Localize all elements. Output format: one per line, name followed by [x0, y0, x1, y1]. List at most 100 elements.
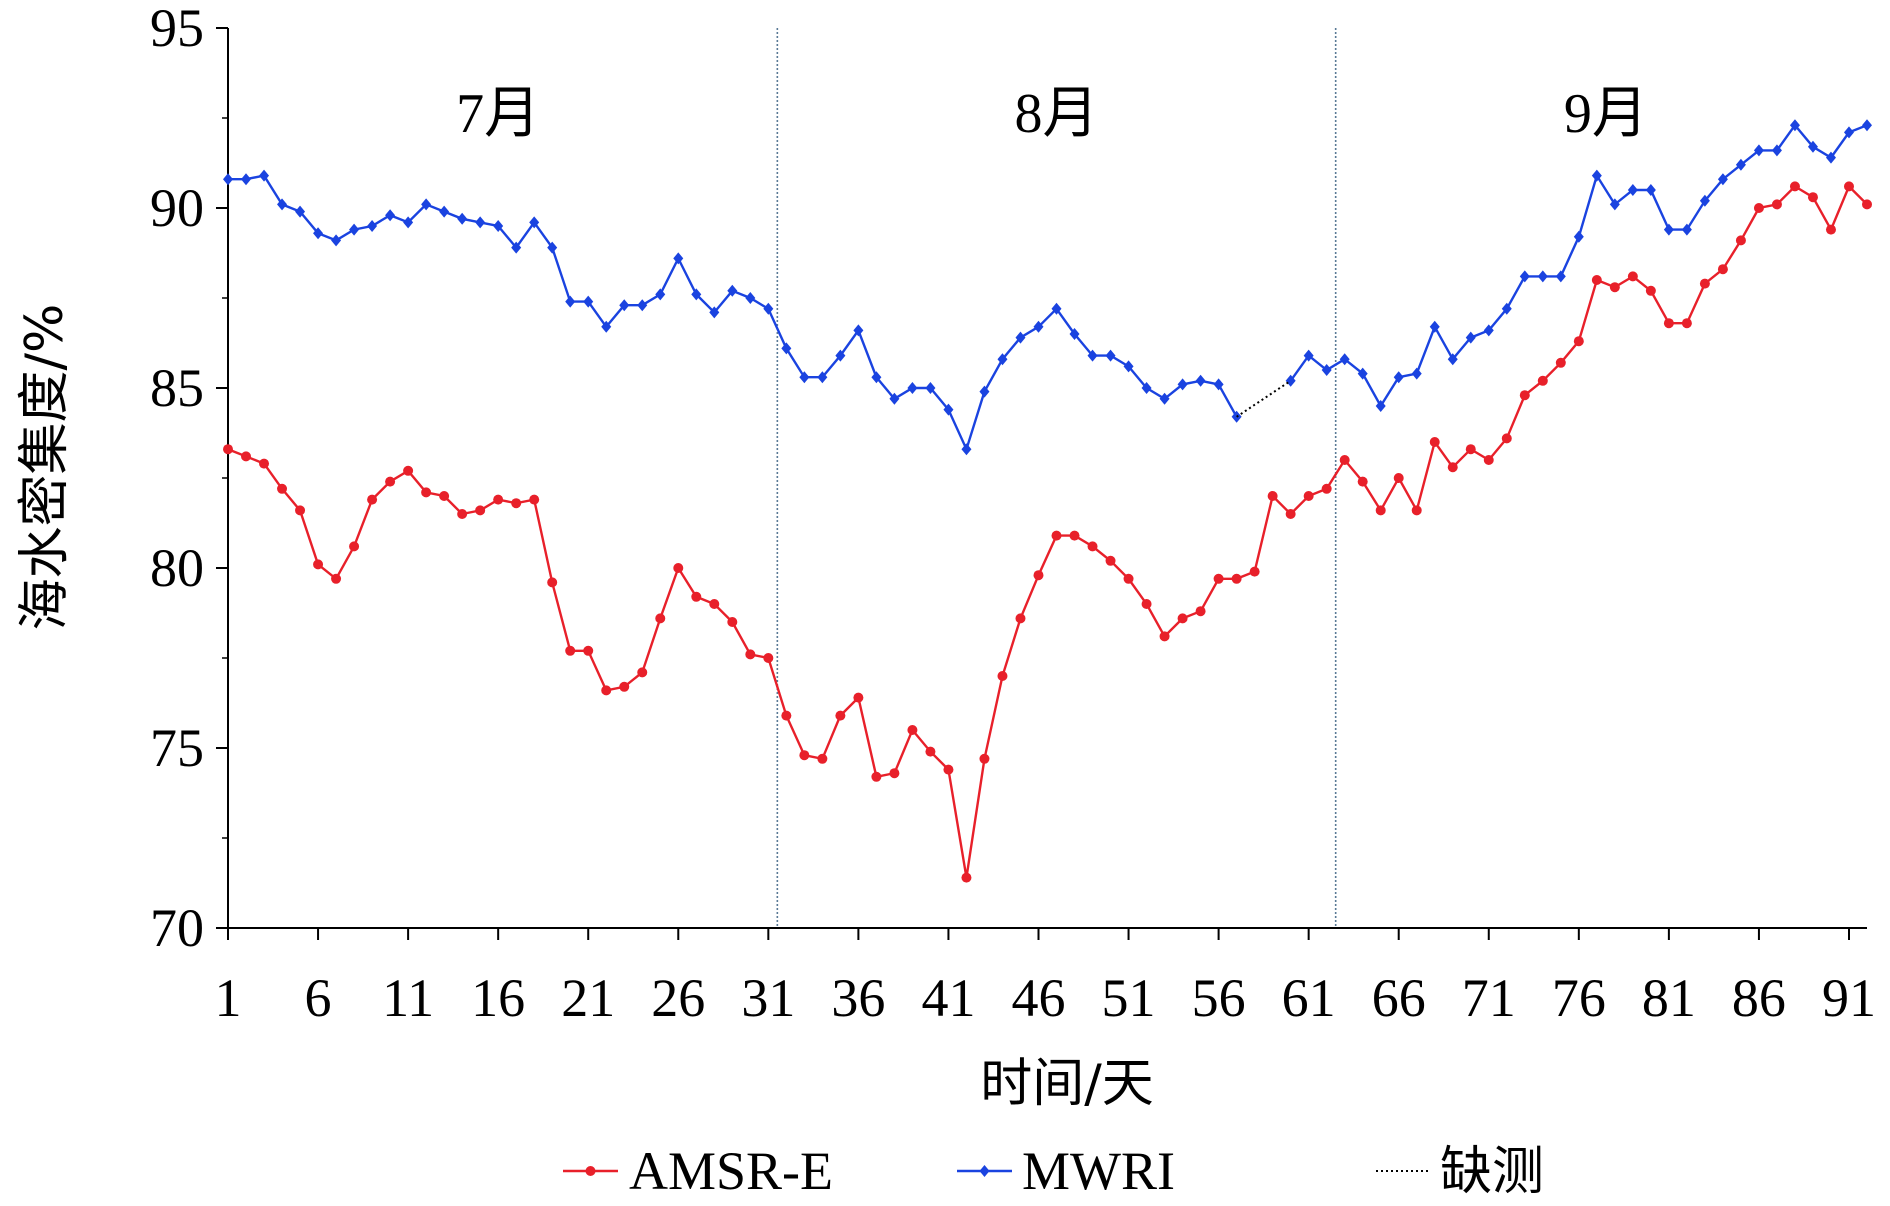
data-point — [727, 617, 738, 627]
data-point — [907, 725, 918, 735]
data-point — [727, 284, 738, 297]
x-tick-label: 56 — [1192, 968, 1246, 1028]
data-point — [259, 169, 270, 182]
data-point — [529, 494, 540, 505]
legend: AMSR-E MWRI 缺测 — [563, 1141, 1544, 1202]
data-point — [1231, 573, 1242, 584]
legend-marker — [585, 1166, 596, 1176]
data-point — [511, 498, 522, 509]
data-point — [1177, 613, 1188, 624]
data-point — [655, 613, 666, 624]
series-line — [228, 174, 1238, 453]
data-point — [1429, 437, 1440, 447]
data-point — [1321, 364, 1332, 376]
data-point — [1033, 320, 1044, 333]
data-point — [1339, 455, 1350, 465]
data-point — [241, 173, 252, 186]
series-缺测 — [1236, 379, 1292, 418]
y-tick-label: 85 — [150, 358, 204, 418]
data-point — [1807, 140, 1818, 153]
data-point — [925, 746, 936, 757]
data-point — [439, 205, 450, 218]
data-point — [1537, 270, 1548, 283]
data-point — [1735, 158, 1746, 171]
data-point — [637, 667, 648, 678]
data-point — [331, 234, 342, 247]
data-point — [223, 173, 233, 186]
data-point — [853, 324, 864, 337]
data-point — [421, 198, 432, 211]
data-point — [1609, 282, 1620, 293]
data-point — [1069, 328, 1080, 340]
series-line — [1289, 123, 1868, 409]
data-point — [223, 444, 233, 455]
data-point — [1501, 433, 1512, 444]
data-point — [1627, 271, 1638, 282]
data-point — [799, 371, 810, 384]
legend-label: MWRI — [1022, 1141, 1175, 1201]
data-point — [1771, 199, 1782, 210]
x-tick-label: 81 — [1642, 968, 1696, 1028]
data-point — [1015, 331, 1026, 344]
data-point — [385, 209, 396, 222]
data-point — [367, 494, 378, 505]
data-point — [1321, 483, 1332, 494]
data-point — [1753, 203, 1764, 213]
x-tick-label: 86 — [1732, 968, 1786, 1028]
data-point — [1303, 491, 1314, 501]
data-point — [943, 764, 954, 775]
data-point — [1105, 555, 1116, 566]
data-point — [673, 563, 684, 573]
data-point — [565, 645, 576, 656]
x-tick-label: 41 — [921, 968, 975, 1028]
data-point — [457, 509, 468, 519]
legend-label: 缺测 — [1440, 1142, 1544, 1202]
x-tick-label: 31 — [741, 968, 795, 1028]
data-point — [1825, 224, 1836, 235]
data-point — [1681, 223, 1692, 236]
data-point — [637, 299, 648, 312]
x-tick-label: 51 — [1102, 968, 1156, 1028]
y-tick-label: 70 — [150, 898, 204, 958]
data-point — [475, 216, 486, 229]
data-point — [619, 299, 630, 312]
data-point — [367, 220, 378, 232]
data-point — [529, 216, 540, 229]
data-point — [583, 645, 594, 656]
data-point — [259, 458, 270, 469]
data-point — [817, 753, 828, 764]
data-point — [1087, 349, 1098, 362]
x-tick-label: 11 — [382, 968, 434, 1028]
data-point — [1393, 473, 1404, 483]
data-point — [1555, 357, 1566, 368]
data-point — [1862, 199, 1872, 210]
data-point — [475, 505, 486, 516]
data-point — [1573, 230, 1584, 243]
data-point — [547, 577, 558, 588]
data-point — [1033, 570, 1044, 581]
data-point — [1429, 320, 1440, 333]
x-tick-label: 91 — [1822, 968, 1876, 1028]
x-tick-label: 66 — [1372, 968, 1426, 1028]
data-point — [907, 382, 918, 394]
x-tick-label: 61 — [1282, 968, 1336, 1028]
data-point — [277, 483, 288, 494]
data-point — [961, 872, 972, 883]
x-tick-label: 46 — [1011, 968, 1065, 1028]
data-point — [493, 494, 504, 505]
y-tick-label: 90 — [150, 178, 204, 238]
data-point — [1501, 302, 1512, 315]
data-point — [871, 371, 882, 384]
data-point — [1213, 378, 1224, 391]
data-point — [1177, 378, 1188, 391]
data-point — [997, 353, 1008, 366]
data-point — [1213, 573, 1224, 584]
data-point — [1681, 318, 1692, 329]
data-point — [241, 451, 252, 462]
data-point — [1105, 349, 1116, 362]
data-point — [1862, 119, 1872, 132]
data-point — [1141, 382, 1152, 394]
data-point — [1663, 223, 1674, 236]
data-point — [565, 295, 576, 308]
